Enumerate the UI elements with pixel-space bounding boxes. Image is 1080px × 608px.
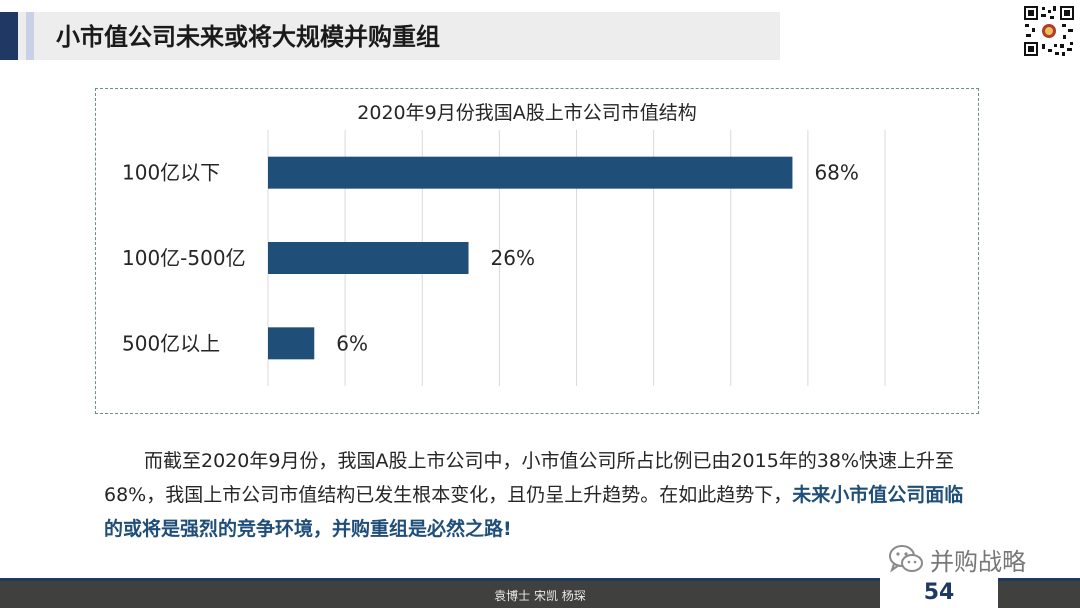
data-label: 6% <box>336 331 368 355</box>
bar <box>268 327 315 360</box>
page-title: 小市值公司未来或将大规模并购重组 <box>56 23 440 51</box>
title-accent-bar <box>0 12 18 60</box>
footer-authors: 袁博士 宋凯 杨琛 <box>494 589 586 603</box>
wechat-badge: 并购战略 <box>888 541 1026 577</box>
data-label: 68% <box>814 161 858 185</box>
chart-title: 2020年9月份我国A股上市公司市值结构 <box>357 102 696 124</box>
body-paragraph: 而截至2020年9月份，我国A股上市公司中，小市值公司所占比例已由2015年的3… <box>104 444 974 546</box>
body-text: 而截至2020年9月份，我国A股上市公司中，小市值公司所占比例已由2015年的3… <box>104 450 955 506</box>
category-label: 500亿以上 <box>122 331 220 355</box>
wechat-icon <box>889 545 923 573</box>
bar-chart: 2020年9月份我国A股上市公司市值结构 100亿以下 100亿-500亿 500亿… <box>122 102 886 386</box>
page-number: 54 <box>923 580 955 605</box>
bar <box>268 156 793 189</box>
page-number-box <box>880 578 998 608</box>
category-label: 100亿-500亿 <box>122 246 246 270</box>
qr-code-icon <box>1022 4 1076 58</box>
title-strip <box>0 12 780 60</box>
footer-accent-line <box>0 578 1080 581</box>
title-accent-stripe <box>26 12 34 60</box>
category-label: 100亿以下 <box>122 161 220 185</box>
data-label: 26% <box>491 246 535 270</box>
wechat-account-name: 并购战略 <box>930 547 1026 576</box>
bar <box>268 242 469 274</box>
chart-frame <box>95 88 979 414</box>
chart-data-labels: 68% 26% 6% <box>336 161 859 356</box>
body-text-emphasis: 未来小市值公司面临的或将是强烈的竞争环境，并购重组是必然之路! <box>104 484 964 540</box>
chart-bars <box>268 156 793 360</box>
chart-category-labels: 100亿以下 100亿-500亿 500亿以上 <box>122 161 246 356</box>
